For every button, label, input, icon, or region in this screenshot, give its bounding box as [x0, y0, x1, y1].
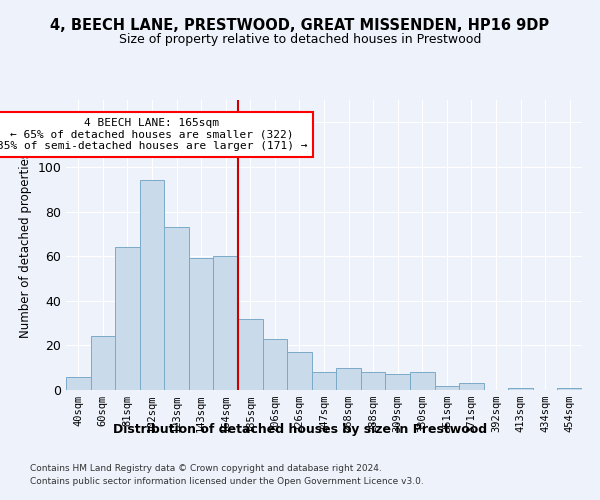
Bar	[66, 376, 91, 390]
Text: 4, BEECH LANE, PRESTWOOD, GREAT MISSENDEN, HP16 9DP: 4, BEECH LANE, PRESTWOOD, GREAT MISSENDE…	[50, 18, 550, 32]
Bar	[557, 388, 582, 390]
Text: Size of property relative to detached houses in Prestwood: Size of property relative to detached ho…	[119, 32, 481, 46]
Y-axis label: Number of detached properties: Number of detached properties	[19, 152, 32, 338]
Bar	[91, 336, 115, 390]
Bar	[459, 384, 484, 390]
Text: Distribution of detached houses by size in Prestwood: Distribution of detached houses by size …	[113, 422, 487, 436]
Bar	[508, 388, 533, 390]
Bar	[312, 372, 336, 390]
Text: Contains HM Land Registry data © Crown copyright and database right 2024.: Contains HM Land Registry data © Crown c…	[30, 464, 382, 473]
Bar	[385, 374, 410, 390]
Bar	[214, 256, 238, 390]
Bar	[361, 372, 385, 390]
Bar	[287, 352, 312, 390]
Text: Contains public sector information licensed under the Open Government Licence v3: Contains public sector information licen…	[30, 477, 424, 486]
Bar	[115, 247, 140, 390]
Bar	[263, 338, 287, 390]
Bar	[410, 372, 434, 390]
Bar	[336, 368, 361, 390]
Bar	[238, 318, 263, 390]
Bar	[189, 258, 214, 390]
Bar	[140, 180, 164, 390]
Bar	[434, 386, 459, 390]
Text: 4 BEECH LANE: 165sqm
← 65% of detached houses are smaller (322)
35% of semi-deta: 4 BEECH LANE: 165sqm ← 65% of detached h…	[0, 118, 307, 151]
Bar	[164, 227, 189, 390]
